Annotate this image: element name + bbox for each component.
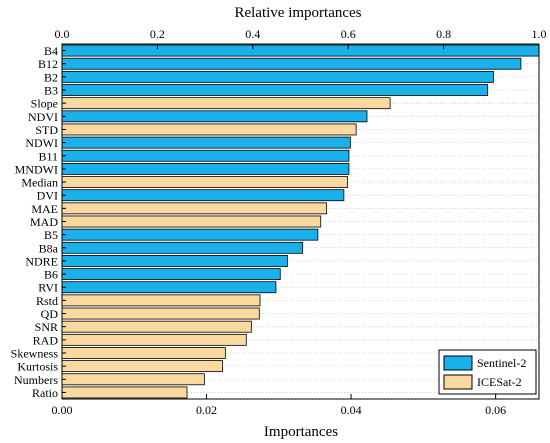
category-label: B5	[44, 228, 58, 242]
legend-swatch-sentinel	[443, 355, 473, 371]
bottom-tick-label: 0.06	[485, 403, 506, 417]
bottom-axis-label: Importances	[264, 424, 338, 440]
bar	[61, 189, 345, 202]
category-label: Median	[21, 176, 58, 190]
category-label: MAD	[30, 215, 58, 229]
bottom-tick-label: 0.00	[52, 403, 73, 417]
category-label: Kurtosis	[17, 360, 58, 374]
bar	[61, 333, 247, 346]
category-label: MNDWI	[15, 162, 58, 176]
legend: Sentinel-2 ICESat-2	[438, 349, 537, 395]
bar	[61, 202, 327, 215]
category-label: RAD	[33, 333, 59, 347]
bar	[61, 123, 357, 136]
category-label: SNR	[35, 320, 58, 334]
axis-ticks: 0.00 0.02 0.04 0.06 0.0 0.2 0.4 0.6 0.8 1.0	[52, 27, 547, 417]
category-label: B3	[44, 84, 58, 98]
category-label: QD	[41, 307, 59, 321]
category-label: DVI	[37, 189, 58, 203]
bar	[61, 228, 319, 241]
category-label: Slope	[31, 97, 58, 111]
bar	[61, 44, 540, 57]
category-label: Numbers	[14, 373, 58, 387]
bar	[61, 320, 252, 333]
bar	[61, 110, 368, 123]
bar	[61, 347, 226, 359]
top-tick-label: 0.6	[341, 27, 356, 41]
bar	[61, 386, 188, 399]
bars	[61, 44, 540, 399]
category-labels: B4B12B2B3SlopeNDVISTDNDWIB11MNDWIMedianD…	[11, 44, 59, 400]
bar	[61, 241, 304, 254]
top-tick-label: 0.4	[245, 27, 260, 41]
bar	[61, 149, 350, 162]
bar	[61, 176, 348, 188]
category-label: NDWI	[25, 136, 58, 150]
category-label: Skewness	[11, 346, 59, 360]
top-tick-label: 0.0	[55, 27, 70, 41]
bar	[61, 307, 260, 320]
legend-label-icesat: ICESat-2	[477, 375, 522, 389]
category-label: NDRE	[25, 254, 58, 268]
bar	[61, 70, 494, 83]
category-label: B12	[38, 57, 58, 71]
category-label: STD	[35, 123, 58, 137]
bar	[61, 281, 277, 294]
bar	[61, 294, 261, 307]
bar	[61, 215, 322, 228]
bar	[61, 84, 489, 96]
category-label: Ratio	[32, 386, 58, 400]
plot-frame	[61, 43, 540, 400]
category-label: Rstd	[36, 294, 58, 308]
bar	[61, 162, 350, 175]
bar	[61, 373, 205, 386]
bar	[61, 57, 522, 70]
top-tick-label: 0.2	[150, 27, 165, 41]
top-tick-label: 0.8	[436, 27, 451, 41]
category-label: NDVI	[28, 110, 58, 124]
category-label: MAE	[31, 202, 58, 216]
category-label: B6	[44, 268, 58, 282]
category-label: B4	[44, 44, 58, 58]
category-label: RVI	[38, 281, 58, 295]
top-axis-label: Relative importances	[234, 5, 361, 21]
bar	[61, 268, 281, 281]
bar	[61, 360, 223, 373]
category-label: B8a	[39, 241, 59, 255]
category-label: B2	[44, 70, 58, 84]
bar	[61, 97, 391, 110]
top-tick-label: 1.0	[532, 27, 547, 41]
bar	[61, 136, 351, 149]
category-label: B11	[38, 149, 58, 163]
bottom-tick-label: 0.02	[196, 403, 217, 417]
legend-label-sentinel: Sentinel-2	[477, 356, 526, 370]
bar	[61, 255, 288, 267]
bottom-tick-label: 0.04	[341, 403, 362, 417]
legend-swatch-icesat	[443, 374, 473, 390]
